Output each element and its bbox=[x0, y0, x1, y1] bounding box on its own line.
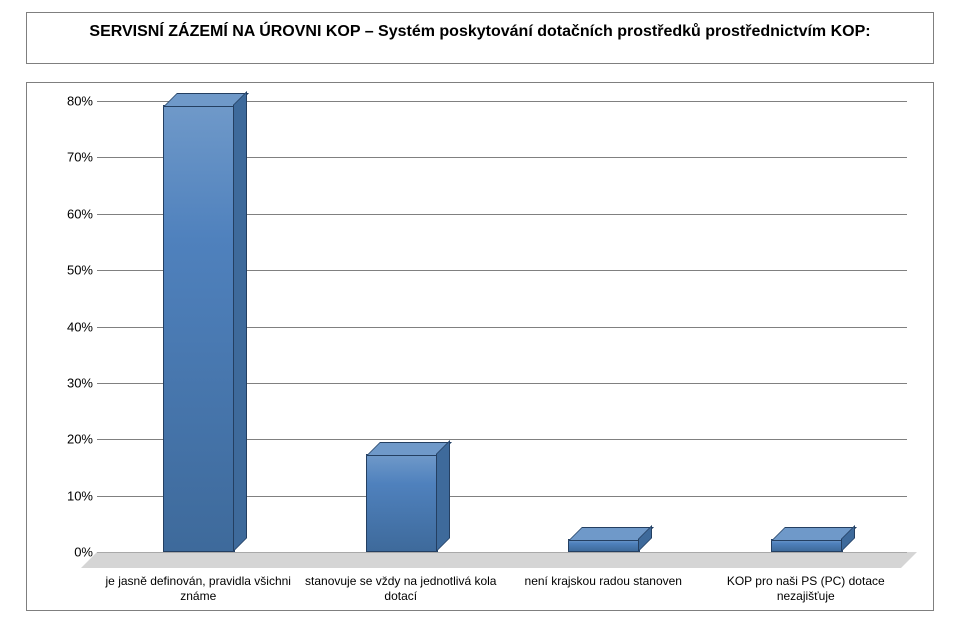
chart-title: SERVISNÍ ZÁZEMÍ NA ÚROVNI KOP – Systém p… bbox=[26, 12, 934, 64]
bar bbox=[163, 107, 233, 552]
y-tick-label: 80% bbox=[53, 94, 93, 109]
bar-front bbox=[163, 105, 235, 552]
y-tick-label: 20% bbox=[53, 432, 93, 447]
bar-side bbox=[436, 440, 450, 552]
x-tick-label: není krajskou radou stanoven bbox=[502, 574, 705, 604]
bar bbox=[771, 541, 841, 552]
x-tick-label: je jasně definován, pravidla všichni zná… bbox=[97, 574, 300, 604]
bars-holder bbox=[97, 101, 907, 552]
y-tick-label: 50% bbox=[53, 263, 93, 278]
y-tick-label: 40% bbox=[53, 319, 93, 334]
chart-container: 0%10%20%30%40%50%60%70%80% je jasně defi… bbox=[26, 82, 934, 611]
bar-slot bbox=[705, 101, 908, 552]
y-tick-label: 0% bbox=[53, 545, 93, 560]
y-tick-label: 60% bbox=[53, 206, 93, 221]
xlabels-holder: je jasně definován, pravidla všichni zná… bbox=[97, 574, 907, 604]
bar-front bbox=[366, 454, 438, 552]
plot-area: 0%10%20%30%40%50%60%70%80% bbox=[97, 101, 907, 552]
y-tick-label: 10% bbox=[53, 488, 93, 503]
bar-slot bbox=[97, 101, 300, 552]
x-tick-label: stanovuje se vždy na jednotlivá kola dot… bbox=[300, 574, 503, 604]
chart-floor-poly bbox=[81, 552, 917, 568]
y-tick-label: 30% bbox=[53, 375, 93, 390]
bar bbox=[568, 541, 638, 552]
y-tick-label: 70% bbox=[53, 150, 93, 165]
bar-slot bbox=[502, 101, 705, 552]
bar-slot bbox=[300, 101, 503, 552]
page: SERVISNÍ ZÁZEMÍ NA ÚROVNI KOP – Systém p… bbox=[0, 0, 960, 623]
bar-side bbox=[233, 91, 247, 552]
bar bbox=[366, 456, 436, 552]
x-tick-label: KOP pro naši PS (PC) dotace nezajišťuje bbox=[705, 574, 908, 604]
